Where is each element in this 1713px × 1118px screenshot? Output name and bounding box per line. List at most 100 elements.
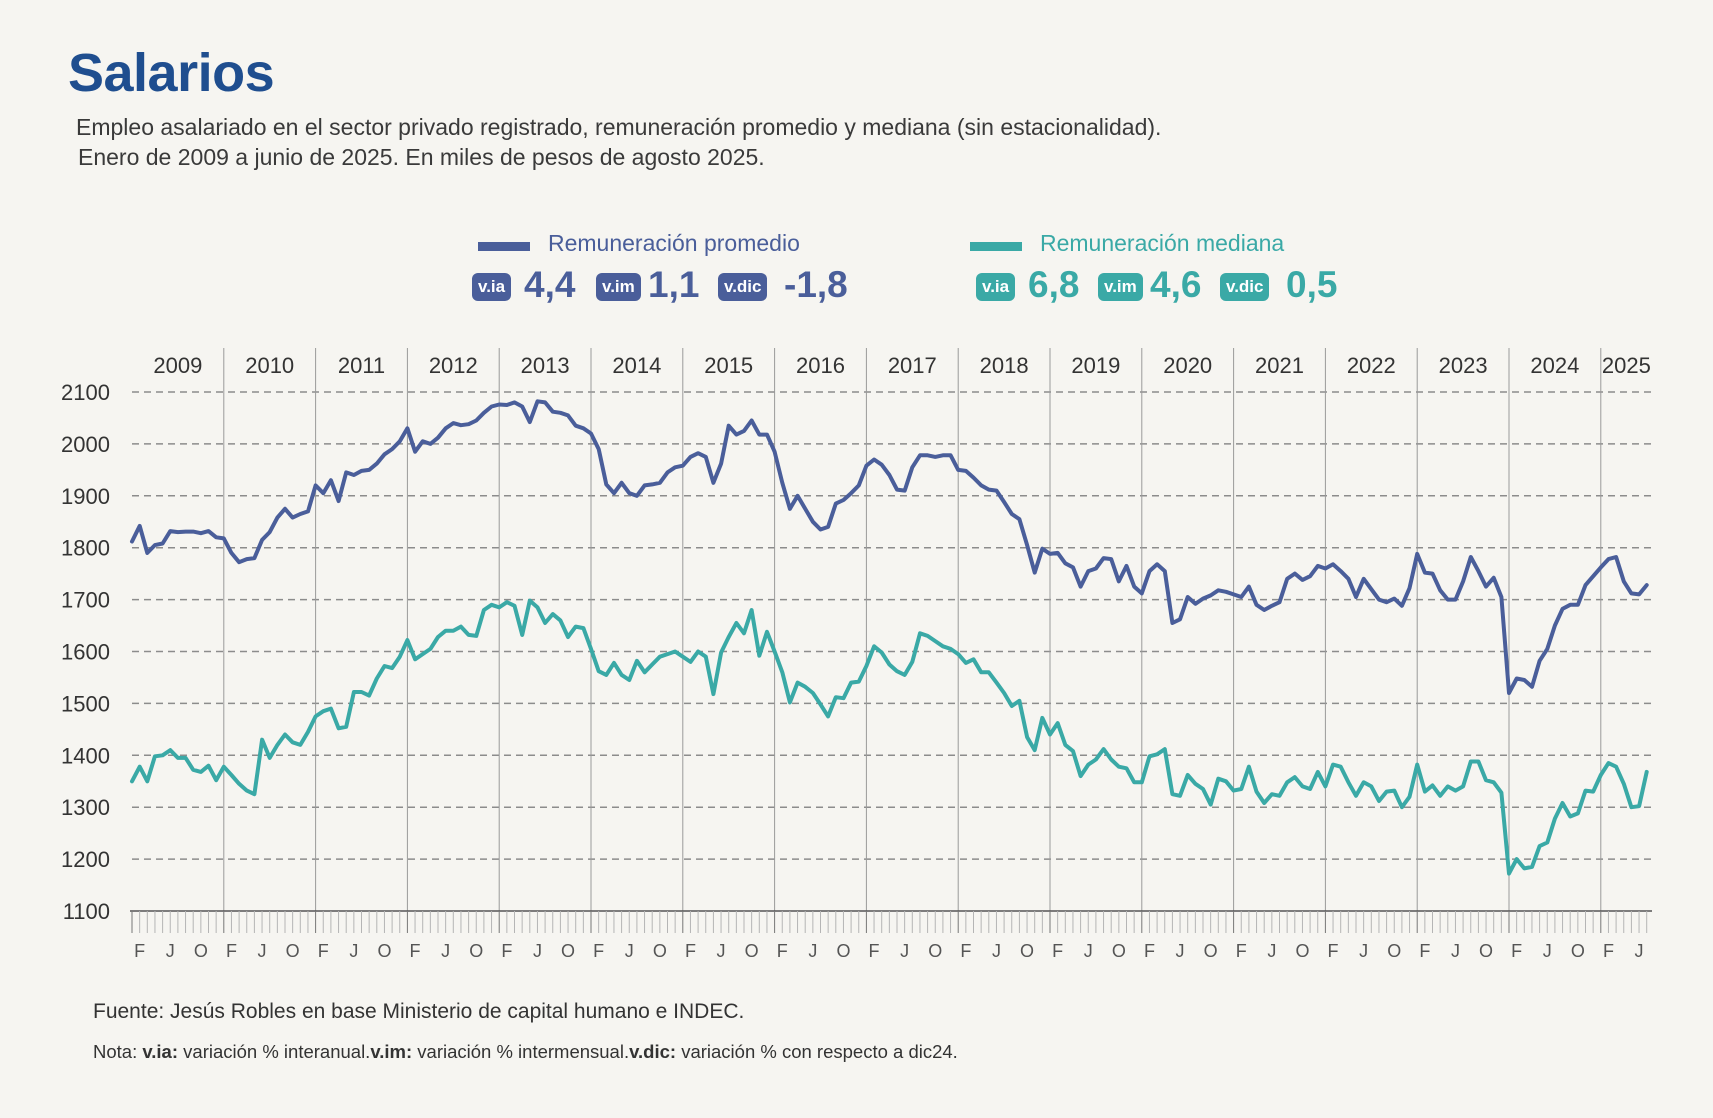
badge-via-mediana: v.ia [976,273,1016,301]
y-tick-label: 1800 [61,536,110,561]
y-tick-label: 1700 [61,588,110,613]
month-label: F [1236,941,1247,961]
y-tick-label: 1200 [61,847,110,872]
month-label: F [410,941,421,961]
year-label: 2010 [245,353,294,378]
footnote-text-via: variación % interanual. [178,1041,371,1062]
y-tick-label: 1400 [61,743,110,768]
footnote-term-vdic: v.dic: [629,1041,677,1062]
chart-subtitle-line1: Empleo asalariado en el sector privado r… [76,114,1162,140]
legend-label-promedio: Remuneración promedio [548,230,800,256]
year-label: 2016 [796,353,845,378]
month-label: J [1267,941,1276,961]
month-label: J [349,941,358,961]
value-via-promedio: 4,4 [524,264,576,305]
value-vim-mediana: 4,6 [1150,264,1202,305]
month-label: J [1635,941,1644,961]
month-label: F [1328,941,1339,961]
month-label: J [1176,941,1185,961]
year-label: 2014 [612,353,661,378]
month-label: J [1359,941,1368,961]
year-label: 2021 [1255,353,1304,378]
month-label: J [1451,941,1460,961]
month-label: J [533,941,542,961]
month-label: J [166,941,175,961]
year-label: 2020 [1163,353,1212,378]
month-label: J [992,941,1001,961]
badge-vim-mediana: v.im [1098,273,1143,301]
month-label: O [1204,941,1218,961]
y-tick-label: 1900 [61,484,110,509]
month-label: F [777,941,788,961]
badge-vdic-mediana: v.dic [1220,273,1270,301]
month-label: O [653,941,667,961]
chart-subtitle-line2: Enero de 2009 a junio de 2025. En miles … [78,144,765,170]
value-via-mediana: 6,8 [1028,264,1080,305]
legend-swatch-mediana [970,242,1022,251]
y-tick-label: 1300 [61,795,110,820]
month-label: F [318,941,329,961]
month-label: O [469,941,483,961]
month-label: O [745,941,759,961]
month-label: F [1419,941,1430,961]
value-vdic-promedio: -1,8 [784,264,848,305]
month-label: J [900,941,909,961]
y-tick-label: 1100 [63,899,110,924]
footnote-prefix: Nota: [93,1041,143,1062]
value-vdic-mediana: 0,5 [1286,264,1338,305]
year-label: 2012 [429,353,478,378]
footnote-term-via: v.ia: [142,1041,179,1062]
y-tick-label: 2000 [61,432,110,457]
footnote: Nota: v.ia: variación % interanual.v.im:… [93,1041,958,1063]
badge-vim-promedio: v.im [596,273,641,301]
month-label: O [1020,941,1034,961]
legend-label-mediana: Remuneración mediana [1040,230,1285,256]
month-label: J [625,941,634,961]
y-tick-label: 1500 [61,691,110,716]
month-label: O [1571,941,1585,961]
year-label: 2019 [1071,353,1120,378]
year-label: 2022 [1347,353,1396,378]
month-label: F [1603,941,1614,961]
footnote-text-vim: variación % intermensual. [412,1041,630,1062]
month-label: J [441,941,450,961]
source-note: Fuente: Jesús Robles en base Ministerio … [93,1000,745,1023]
month-label: O [286,941,300,961]
footnote-term-vim: v.im: [370,1041,413,1062]
legend-swatch-promedio [478,242,530,251]
month-label: O [836,941,850,961]
month-label: F [226,941,237,961]
month-label: J [717,941,726,961]
month-label: O [1479,941,1493,961]
year-label: 2015 [704,353,753,378]
year-label: 2011 [338,353,385,378]
month-label: F [1144,941,1155,961]
month-label: F [1052,941,1063,961]
month-label: O [928,941,942,961]
month-label: O [194,941,208,961]
year-label: 2017 [888,353,937,378]
month-label: F [685,941,696,961]
chart-title: Salarios [68,43,275,103]
month-label: J [258,941,267,961]
month-label: F [501,941,512,961]
month-label: F [1511,941,1522,961]
value-vim-promedio: 1,1 [648,264,700,305]
footnote-text-vdic: variación % con respecto a dic24. [676,1041,958,1062]
year-label: 2023 [1439,353,1488,378]
y-tick-label: 1600 [61,640,110,665]
month-label: J [1084,941,1093,961]
year-label: 2018 [980,353,1029,378]
year-label: 2024 [1530,353,1579,378]
month-label: J [808,941,817,961]
month-label: O [377,941,391,961]
month-label: F [960,941,971,961]
month-label: O [1387,941,1401,961]
month-label: O [1295,941,1309,961]
series-line-mediana [130,598,1649,876]
month-label: F [593,941,604,961]
year-label: 2009 [153,353,202,378]
month-label: F [134,941,145,961]
badge-vdic-promedio: v.dic [718,273,768,301]
